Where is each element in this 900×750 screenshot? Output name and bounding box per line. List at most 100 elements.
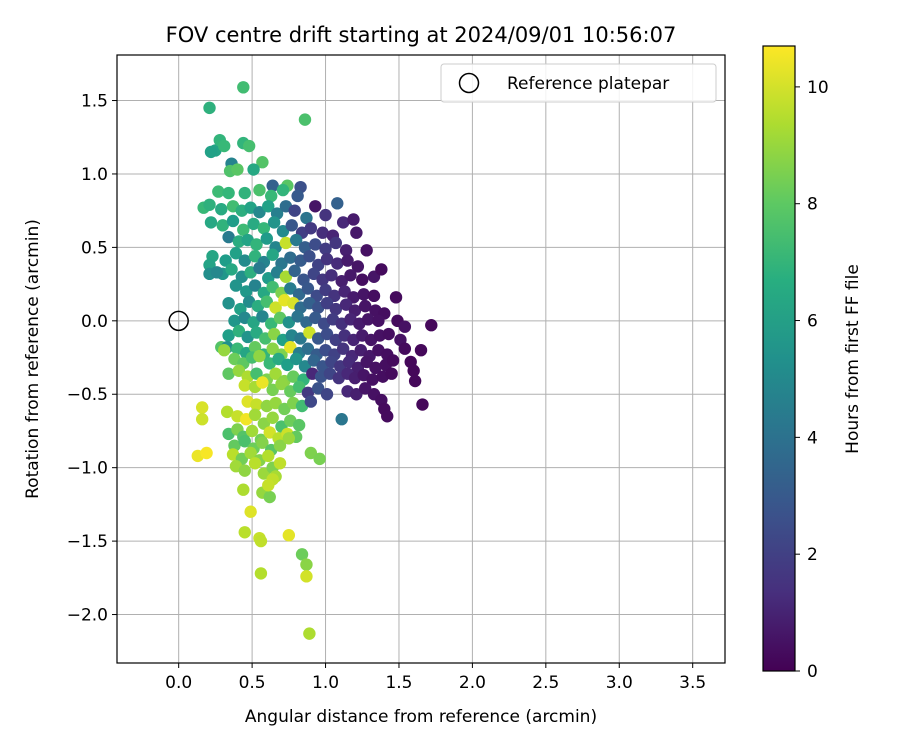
data-point (294, 332, 307, 345)
x-tick-label: 0.5 (239, 673, 266, 693)
data-point (416, 398, 429, 411)
data-point (319, 242, 332, 256)
data-point (356, 273, 369, 286)
data-point (360, 244, 373, 257)
data-point (329, 302, 343, 316)
data-point (385, 367, 398, 380)
data-point (212, 185, 225, 198)
data-point (300, 558, 313, 571)
data-point (269, 301, 282, 314)
data-point (291, 189, 304, 203)
data-point (313, 452, 326, 466)
data-point (331, 197, 344, 210)
data-point (253, 183, 266, 197)
data-point (360, 355, 373, 369)
data-point (292, 380, 306, 394)
data-point (288, 204, 301, 217)
data-point (225, 263, 238, 276)
data-point (339, 298, 353, 311)
data-point (307, 267, 320, 281)
plot-frame (116, 54, 726, 664)
data-point (266, 411, 279, 424)
data-point (303, 249, 316, 263)
y-axis-label: Rotation from reference (arcmin) (23, 219, 43, 499)
data-point (245, 424, 259, 438)
data-point (219, 254, 232, 267)
data-point (289, 352, 303, 366)
data-point (358, 299, 372, 313)
data-point (242, 139, 256, 153)
data-point (301, 282, 315, 295)
data-point (220, 405, 234, 419)
data-point (262, 449, 275, 463)
data-point (375, 263, 388, 276)
data-point (320, 388, 334, 401)
data-point (204, 216, 218, 229)
data-point (253, 261, 266, 275)
data-point (298, 113, 312, 126)
legend-reference-marker (458, 72, 480, 94)
data-point (369, 361, 382, 375)
data-point (307, 354, 320, 367)
data-point (331, 257, 344, 270)
x-tick-label: 0.0 (165, 673, 192, 693)
data-point (238, 379, 251, 392)
data-point (339, 244, 353, 257)
data-point (336, 216, 350, 229)
data-point (248, 279, 262, 292)
data-point (266, 179, 279, 192)
data-point (216, 219, 229, 232)
data-point (260, 295, 273, 308)
data-point (304, 395, 318, 408)
data-point (301, 342, 315, 355)
data-point (407, 364, 420, 377)
reference-platepar-marker (168, 310, 189, 332)
data-point (316, 226, 329, 239)
data-point (248, 457, 262, 470)
data-point (222, 186, 235, 200)
reference-marker (168, 310, 189, 332)
data-point (389, 291, 403, 304)
data-point (275, 377, 288, 391)
data-point (250, 367, 263, 380)
colorbar: 0 2 4 6 8 10 Hours from first FF file (762, 45, 863, 682)
y-tick-label: −1.5 (67, 532, 108, 552)
data-point (238, 435, 251, 448)
data-point (300, 211, 313, 225)
data-point (203, 101, 216, 115)
legend-box (440, 63, 717, 103)
legend: Reference platepar (440, 63, 717, 103)
data-point (248, 408, 262, 422)
data-point (335, 274, 348, 288)
data-point (319, 283, 332, 297)
y-tick-label: 1.0 (81, 165, 108, 185)
data-point (250, 326, 263, 339)
data-point (256, 156, 269, 169)
data-point (351, 260, 365, 273)
data-point (350, 226, 363, 239)
data-point (210, 266, 224, 279)
data-point (336, 342, 350, 355)
grid-lines (117, 55, 725, 663)
data-point (354, 343, 367, 357)
data-point (222, 329, 235, 342)
data-point (229, 279, 243, 292)
data-point (232, 364, 246, 377)
data-point (398, 342, 412, 355)
y-tick-label: 0.0 (81, 312, 108, 332)
data-point (300, 570, 313, 583)
data-point (350, 388, 363, 401)
data-point (347, 213, 360, 226)
data-point (266, 342, 279, 355)
data-point (319, 208, 332, 222)
data-point (257, 222, 271, 235)
colorbar-gradient (763, 46, 795, 671)
data-point (262, 479, 275, 492)
data-point (381, 410, 394, 423)
x-axis-ticks: 0.0 0.5 1.0 1.5 2.0 2.5 3.0 3.5 (165, 663, 706, 693)
data-point (288, 264, 301, 278)
data-point (195, 401, 209, 414)
data-points (191, 81, 438, 640)
data-point (254, 567, 268, 580)
data-point (291, 310, 304, 323)
